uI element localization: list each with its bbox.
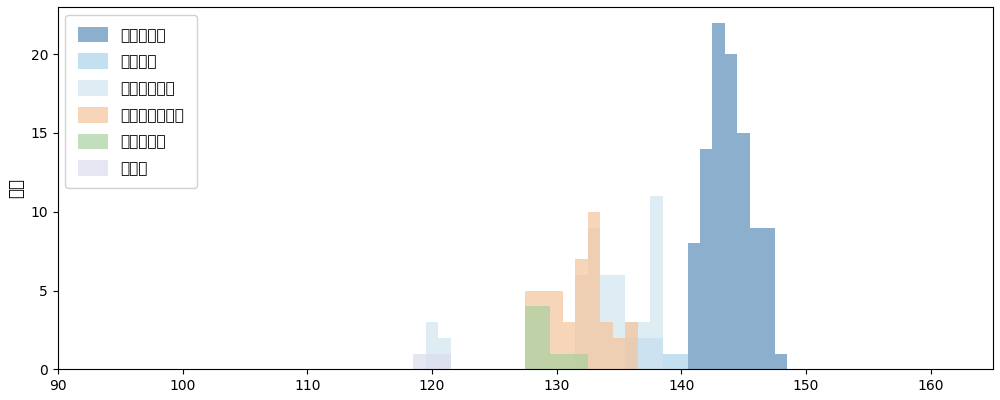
- Bar: [563, 322, 575, 369]
- Bar: [688, 243, 700, 369]
- Bar: [413, 354, 426, 369]
- Bar: [538, 306, 550, 369]
- Bar: [550, 290, 563, 369]
- Bar: [426, 354, 438, 369]
- Bar: [588, 212, 600, 369]
- Legend: ストレート, シュート, カットボール, チェンジアップ, スライダー, カーブ: ストレート, シュート, カットボール, チェンジアップ, スライダー, カーブ: [65, 14, 197, 188]
- Bar: [588, 228, 600, 369]
- Bar: [613, 338, 625, 369]
- Bar: [426, 322, 438, 369]
- Bar: [625, 322, 638, 369]
- Bar: [600, 322, 613, 369]
- Bar: [625, 322, 638, 369]
- Bar: [575, 259, 588, 369]
- Bar: [563, 354, 575, 369]
- Bar: [525, 306, 538, 369]
- Y-axis label: 球数: 球数: [7, 178, 25, 198]
- Bar: [675, 354, 688, 369]
- Bar: [538, 290, 550, 369]
- Bar: [575, 275, 588, 369]
- Bar: [438, 354, 451, 369]
- Bar: [550, 354, 563, 369]
- Bar: [625, 338, 638, 369]
- Bar: [700, 149, 712, 369]
- Bar: [663, 354, 675, 369]
- Bar: [600, 275, 613, 369]
- Bar: [438, 338, 451, 369]
- Bar: [638, 338, 650, 369]
- Bar: [525, 290, 538, 369]
- Bar: [737, 133, 750, 369]
- Bar: [650, 196, 663, 369]
- Bar: [575, 354, 588, 369]
- Bar: [712, 23, 725, 369]
- Bar: [650, 338, 663, 369]
- Bar: [750, 228, 762, 369]
- Bar: [775, 354, 787, 369]
- Bar: [638, 322, 650, 369]
- Bar: [613, 275, 625, 369]
- Bar: [762, 228, 775, 369]
- Bar: [725, 54, 737, 369]
